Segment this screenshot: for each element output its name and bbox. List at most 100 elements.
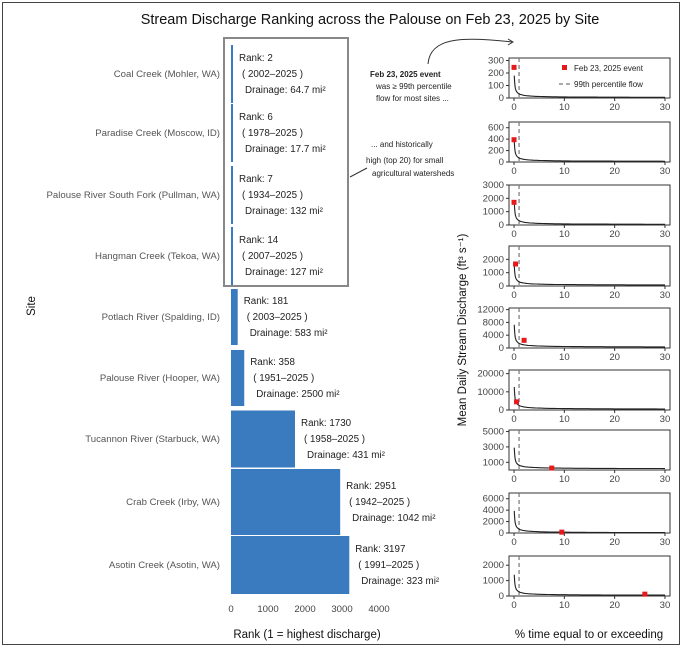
site-label: Palouse River (Hooper, WA) — [100, 373, 220, 384]
period-label: ( 1934–2025 ) — [242, 190, 303, 201]
annotation-arrow — [427, 38, 513, 65]
flow-duration-curve — [513, 324, 665, 348]
y-tick-label: 4000 — [483, 330, 504, 341]
x-tick-label: 20 — [609, 102, 620, 113]
y-tick-label: 12000 — [477, 305, 504, 316]
x-tick-label: 30 — [660, 290, 671, 301]
panel-frame — [508, 245, 671, 287]
x-tick-label: 20 — [609, 414, 620, 425]
y-tick-label: 0 — [499, 405, 504, 416]
y-tick-label: 20000 — [477, 369, 504, 380]
y-tick-label: 0 — [499, 343, 504, 354]
rank-bar — [231, 469, 341, 535]
flow-duration-curve — [513, 265, 665, 286]
y-tick-label: 0 — [499, 591, 504, 602]
x-tick-label: 1000 — [257, 604, 278, 615]
y-tick-label: 0 — [499, 528, 504, 539]
x-tick-label: 10 — [559, 537, 570, 548]
rank-label: Rank: 2951 — [346, 481, 396, 492]
event-point — [511, 64, 517, 70]
panel-frame — [508, 184, 671, 226]
y-tick-label: 400 — [488, 134, 504, 145]
drainage-label: Drainage: 583 mi² — [250, 328, 329, 339]
rank-bar — [231, 410, 296, 468]
y-tick-label: 1000 — [483, 207, 504, 218]
rank-label: Rank: 1730 — [301, 418, 352, 429]
rank-bar — [231, 227, 233, 285]
x-axis-title: Rank (1 = highest discharge) — [233, 629, 381, 641]
figure-title: Stream Discharge Ranking across the Palo… — [141, 12, 600, 28]
site-label: Palouse River South Fork (Pullman, WA) — [47, 190, 220, 201]
y-tick-label: 10000 — [477, 387, 504, 398]
x-tick-label: 0 — [511, 600, 516, 611]
site-label: Hangman Creek (Tekoa, WA) — [95, 251, 220, 262]
annotation-history-line: high (top 20) for small — [366, 156, 444, 165]
legend-event-label: Feb 23, 2025 event — [574, 64, 644, 73]
rank-bar — [231, 536, 350, 594]
annotation-arrowhead — [507, 38, 514, 46]
annotations: Feb 23, 2025 event was ≥ 99th percentile f… — [349, 38, 514, 178]
annotation-connector — [349, 167, 368, 178]
annotation-event-line: flow for most sites ... — [376, 94, 449, 103]
rank-label: Rank: 7 — [239, 174, 273, 185]
x-tick-label: 30 — [660, 166, 671, 177]
flow-duration-curve — [513, 574, 665, 596]
y-tick-label: 3000 — [483, 442, 504, 453]
y-tick-label: 0 — [499, 157, 504, 168]
rank-bar-chart: Coal Creek (Mohler, WA) Rank: 2 ( 2002–202… — [26, 37, 440, 641]
event-point — [513, 261, 519, 267]
x-tick-label: 0 — [511, 102, 516, 113]
x-tick-label: 30 — [660, 537, 671, 548]
panel-frame — [508, 121, 671, 163]
rank-label: Rank: 181 — [244, 296, 289, 307]
rank-label: Rank: 358 — [250, 357, 295, 368]
x-tick-label: 30 — [660, 414, 671, 425]
y-tick-label: 2000 — [483, 517, 504, 528]
rank-label: Rank: 2 — [239, 53, 273, 64]
x-tick-label: 30 — [660, 352, 671, 363]
period-label: ( 2003–2025 ) — [247, 312, 308, 323]
drainage-label: Drainage: 132 mi² — [245, 206, 324, 217]
x-tick-label: 20 — [609, 537, 620, 548]
panel-frame — [508, 492, 671, 534]
x-tick-label: 10 — [559, 600, 570, 611]
panel-frame — [508, 57, 671, 99]
y-tick-label: 8000 — [483, 317, 504, 328]
flow-duration-curve — [513, 510, 665, 534]
flow-duration-curve — [513, 140, 666, 162]
x-tick-label: 10 — [559, 414, 570, 425]
rank-label: Rank: 3197 — [355, 544, 405, 555]
x-tick-label: 0 — [511, 537, 516, 548]
rank-label: Rank: 6 — [239, 112, 273, 123]
drainage-label: Drainage: 64.7 mi² — [245, 85, 326, 96]
y-tick-label: 1000 — [483, 457, 504, 468]
x-tick-label: 20 — [609, 229, 620, 240]
panel-frame — [508, 307, 671, 349]
highlight-box — [223, 37, 349, 287]
x-tick-label: 20 — [609, 474, 620, 485]
flow-duration-curve — [513, 75, 665, 98]
y-axis-title: Mean Daily Stream Discharge (ft³ s⁻¹) — [457, 233, 469, 426]
x-tick-label: 30 — [660, 102, 671, 113]
flow-duration-curve — [513, 201, 665, 225]
annotation-event-line: was ≥ 99th percentile — [375, 82, 452, 91]
y-tick-label: 4000 — [483, 505, 504, 516]
period-label: ( 1991–2025 ) — [358, 560, 419, 571]
y-tick-label: 1000 — [483, 268, 504, 279]
event-point — [511, 199, 517, 205]
y-tick-label: 2000 — [483, 254, 504, 265]
period-label: ( 1951–2025 ) — [253, 373, 314, 384]
y-tick-label: 0 — [499, 281, 504, 292]
x-tick-label: 3000 — [331, 604, 352, 615]
y-tick-label: 0 — [499, 220, 504, 231]
x-tick-label: 0 — [511, 414, 516, 425]
annotation-history-line: ... and historically — [371, 140, 433, 149]
site-label: Potlach River (Spalding, ID) — [102, 312, 220, 323]
site-label: Coal Creek (Mohler, WA) — [114, 69, 220, 80]
rank-bar — [231, 104, 233, 162]
x-tick-label: 10 — [559, 474, 570, 485]
x-tick-label: 0 — [511, 290, 516, 301]
